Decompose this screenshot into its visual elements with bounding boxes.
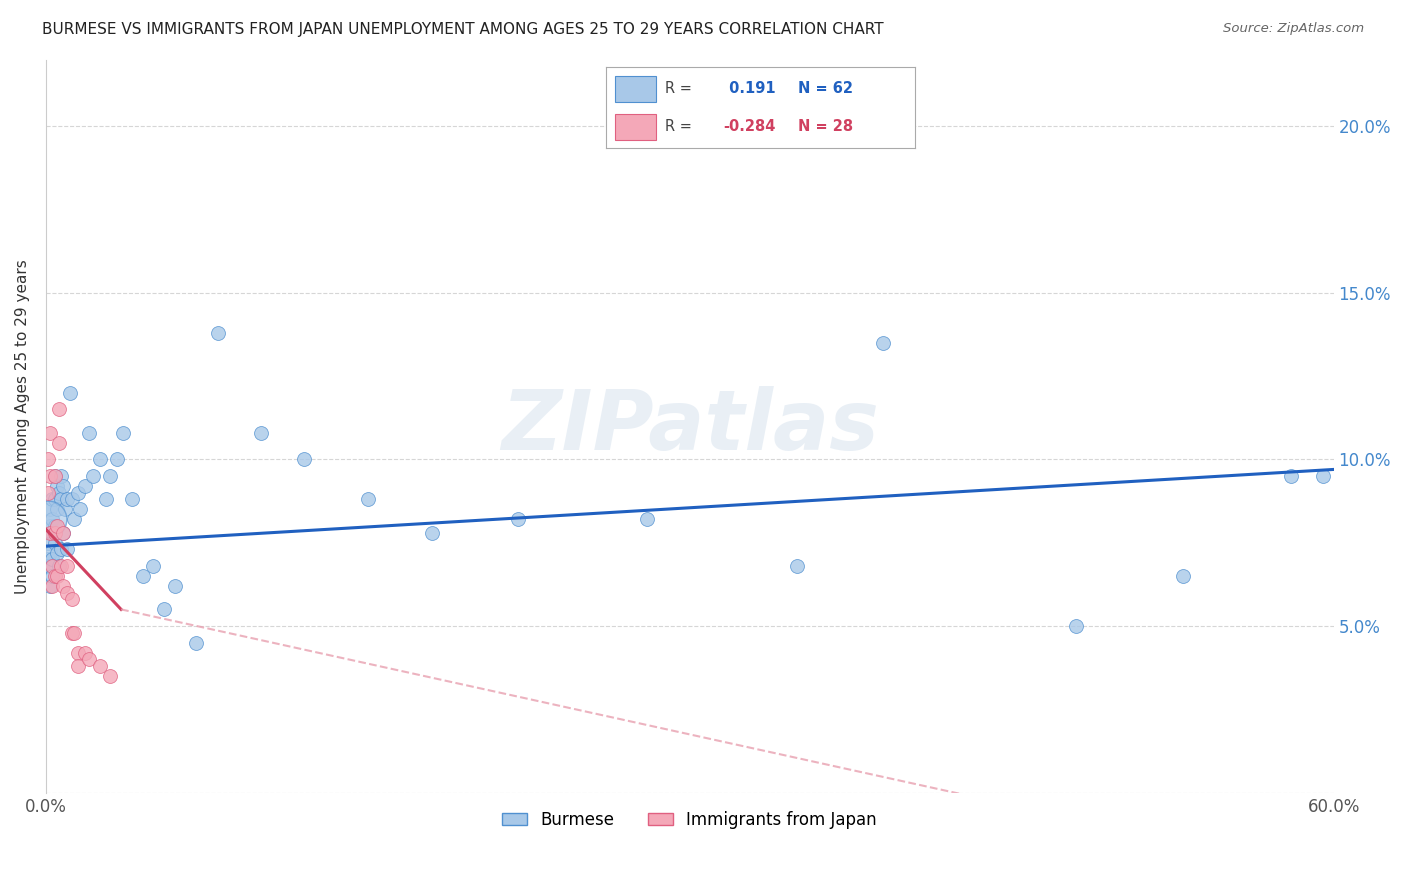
Point [1064, 619, 1087, 633]
Point [39, 502, 62, 516]
Point [73, 646, 96, 660]
Point [56, 542, 79, 557]
Point [37, 485, 59, 500]
Point [89, 659, 111, 673]
Point [67, 659, 90, 673]
Point [49, 469, 72, 483]
Point [39, 579, 62, 593]
Point [44, 469, 66, 483]
Point [41, 492, 63, 507]
Point [39, 519, 62, 533]
Point [1279, 469, 1302, 483]
Point [89, 452, 111, 467]
Point [163, 579, 186, 593]
Point [41, 552, 63, 566]
Point [41, 525, 63, 540]
Point [41, 579, 63, 593]
Point [153, 602, 176, 616]
Point [39, 425, 62, 440]
Point [48, 435, 70, 450]
Point [63, 625, 86, 640]
Point [52, 525, 75, 540]
Point [636, 512, 658, 526]
Point [52, 479, 75, 493]
Point [37, 452, 59, 467]
Point [121, 492, 143, 507]
Y-axis label: Unemployment Among Ages 25 to 29 years: Unemployment Among Ages 25 to 29 years [15, 259, 30, 593]
Point [44, 569, 66, 583]
Point [44, 469, 66, 483]
Point [45, 519, 67, 533]
Point [872, 335, 894, 350]
Point [786, 559, 808, 574]
Point [60, 625, 83, 640]
Point [142, 559, 165, 574]
Point [49, 492, 72, 507]
Point [98, 669, 121, 683]
Point [52, 525, 75, 540]
Point [82, 469, 104, 483]
Text: Source: ZipAtlas.com: Source: ZipAtlas.com [1223, 22, 1364, 36]
Point [49, 559, 72, 574]
Legend: Burmese, Immigrants from Japan: Burmese, Immigrants from Japan [496, 805, 884, 836]
Point [37, 535, 59, 549]
Point [60, 492, 83, 507]
Point [44, 535, 66, 549]
Point [45, 479, 67, 493]
Point [39, 546, 62, 560]
Point [508, 512, 530, 526]
Point [56, 492, 79, 507]
Text: BURMESE VS IMMIGRANTS FROM JAPAN UNEMPLOYMENT AMONG AGES 25 TO 29 YEARS CORRELAT: BURMESE VS IMMIGRANTS FROM JAPAN UNEMPLO… [42, 22, 884, 37]
Point [98, 469, 121, 483]
Point [44, 525, 66, 540]
Point [41, 569, 63, 583]
Point [56, 559, 79, 574]
Point [39, 525, 62, 540]
Point [37, 512, 59, 526]
Point [37, 559, 59, 574]
Point [77, 652, 100, 666]
Point [207, 326, 229, 340]
Point [48, 402, 70, 417]
Point [48, 485, 70, 500]
Point [45, 546, 67, 560]
Point [1173, 569, 1195, 583]
Point [45, 569, 67, 583]
Point [63, 512, 86, 526]
Point [94, 492, 117, 507]
Point [39, 469, 62, 483]
Point [249, 425, 271, 440]
Point [37, 552, 59, 566]
Point [292, 452, 315, 467]
Text: ZIPatlas: ZIPatlas [501, 385, 879, 467]
Point [73, 479, 96, 493]
Point [69, 502, 91, 516]
Point [112, 425, 135, 440]
Point [44, 519, 66, 533]
Point [60, 592, 83, 607]
Point [53, 502, 76, 516]
Point [41, 512, 63, 526]
Point [131, 569, 153, 583]
Point [105, 452, 128, 467]
Point [45, 502, 67, 516]
Point [41, 559, 63, 574]
Point [39, 559, 62, 574]
Point [420, 525, 443, 540]
Point [56, 585, 79, 599]
Point [357, 492, 380, 507]
Point [48, 559, 70, 574]
Point [186, 636, 208, 650]
Point [67, 646, 90, 660]
Point [52, 579, 75, 593]
Point [67, 485, 90, 500]
Point [49, 542, 72, 557]
Point [77, 425, 100, 440]
Point [44, 492, 66, 507]
Point [58, 385, 80, 400]
Point [1312, 469, 1334, 483]
